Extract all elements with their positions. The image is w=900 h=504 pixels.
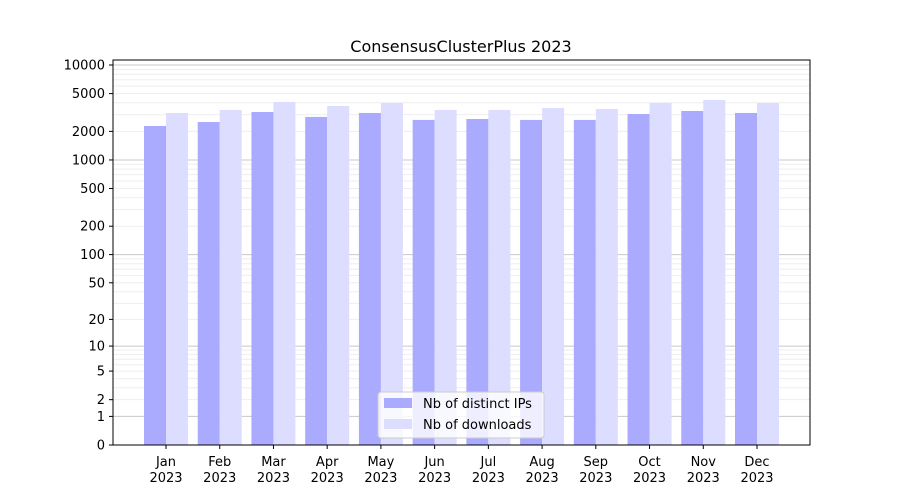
bar-distinct-ips: [197, 122, 220, 446]
x-tick-label: Sep 2023: [579, 455, 612, 486]
chart-title: ConsensusClusterPlus 2023: [350, 37, 571, 56]
bar-distinct-ips: [305, 116, 328, 446]
legend-swatch: [384, 398, 412, 408]
y-tick-label: 1: [97, 410, 105, 425]
legend-box: [377, 391, 545, 439]
y-tick-label: 0: [97, 439, 105, 454]
bar-distinct-ips: [358, 112, 381, 445]
x-tick-label: Aug 2023: [526, 455, 559, 486]
bar-distinct-ips: [144, 125, 166, 446]
y-tick-label: 200: [80, 220, 105, 235]
x-tick-label: Feb 2023: [203, 455, 236, 486]
bar-downloads: [273, 101, 296, 445]
y-tick-label: 20: [88, 313, 105, 328]
bar-distinct-ips: [466, 119, 489, 446]
bar-downloads: [757, 103, 779, 446]
bar-downloads: [595, 109, 618, 445]
bar-distinct-ips: [251, 111, 274, 445]
y-tick-label: 1000: [72, 153, 105, 168]
x-tick-label: Apr 2023: [311, 455, 344, 486]
bar-downloads: [542, 107, 565, 446]
bar-distinct-ips: [681, 110, 704, 446]
plot-frame: [112, 59, 811, 446]
bar-distinct-ips: [627, 113, 650, 445]
bar-downloads: [703, 100, 726, 445]
y-tick-label: 2000: [72, 125, 105, 140]
bar-downloads: [649, 103, 672, 446]
x-tick-label: Nov 2023: [687, 455, 720, 486]
y-tick-label: 50: [88, 276, 105, 291]
bar-downloads: [166, 112, 188, 445]
legend: Nb of distinct IPs Nb of downloads: [377, 391, 545, 439]
bar-downloads: [327, 106, 350, 445]
bar-distinct-ips: [573, 119, 596, 445]
bar-downloads: [380, 103, 403, 446]
bars: [144, 100, 779, 446]
bar-downloads: [488, 109, 511, 446]
x-tick-label: Jul 2023: [472, 455, 505, 486]
x-axis: Jan 2023 Feb 2023 Mar 2023 Apr 2023 May 2023 Jun 20…: [149, 445, 774, 486]
x-tick-label: Oct 2023: [633, 455, 666, 486]
y-tick-label: 10000: [64, 58, 105, 73]
legend-label: Nb of downloads: [423, 418, 532, 433]
bar-downloads: [219, 109, 242, 446]
bar-distinct-ips: [412, 119, 435, 445]
x-tick-label: Dec 2023: [740, 455, 773, 486]
legend-swatch: [384, 419, 412, 429]
y-axis: 0 1 2 5 10 20 50 100 200 500 1000 2000 5000 10000: [64, 58, 113, 454]
x-tick-label: Mar 2023: [257, 455, 290, 486]
x-tick-label: May 2023: [364, 455, 397, 486]
bar-distinct-ips: [520, 119, 543, 445]
y-tick-label: 10: [88, 340, 105, 355]
x-tick-label: Jun 2023: [418, 455, 451, 486]
bar-distinct-ips: [735, 112, 757, 445]
y-tick-label: 5000: [72, 87, 105, 102]
y-tick-label: 2: [97, 393, 105, 408]
y-tick-label: 100: [80, 248, 105, 263]
x-tick-label: Jan 2023: [149, 455, 182, 486]
y-tick-label: 500: [80, 182, 105, 197]
legend-label: Nb of distinct IPs: [423, 397, 532, 412]
y-tick-label: 5: [97, 365, 105, 380]
bar-downloads: [434, 109, 457, 446]
